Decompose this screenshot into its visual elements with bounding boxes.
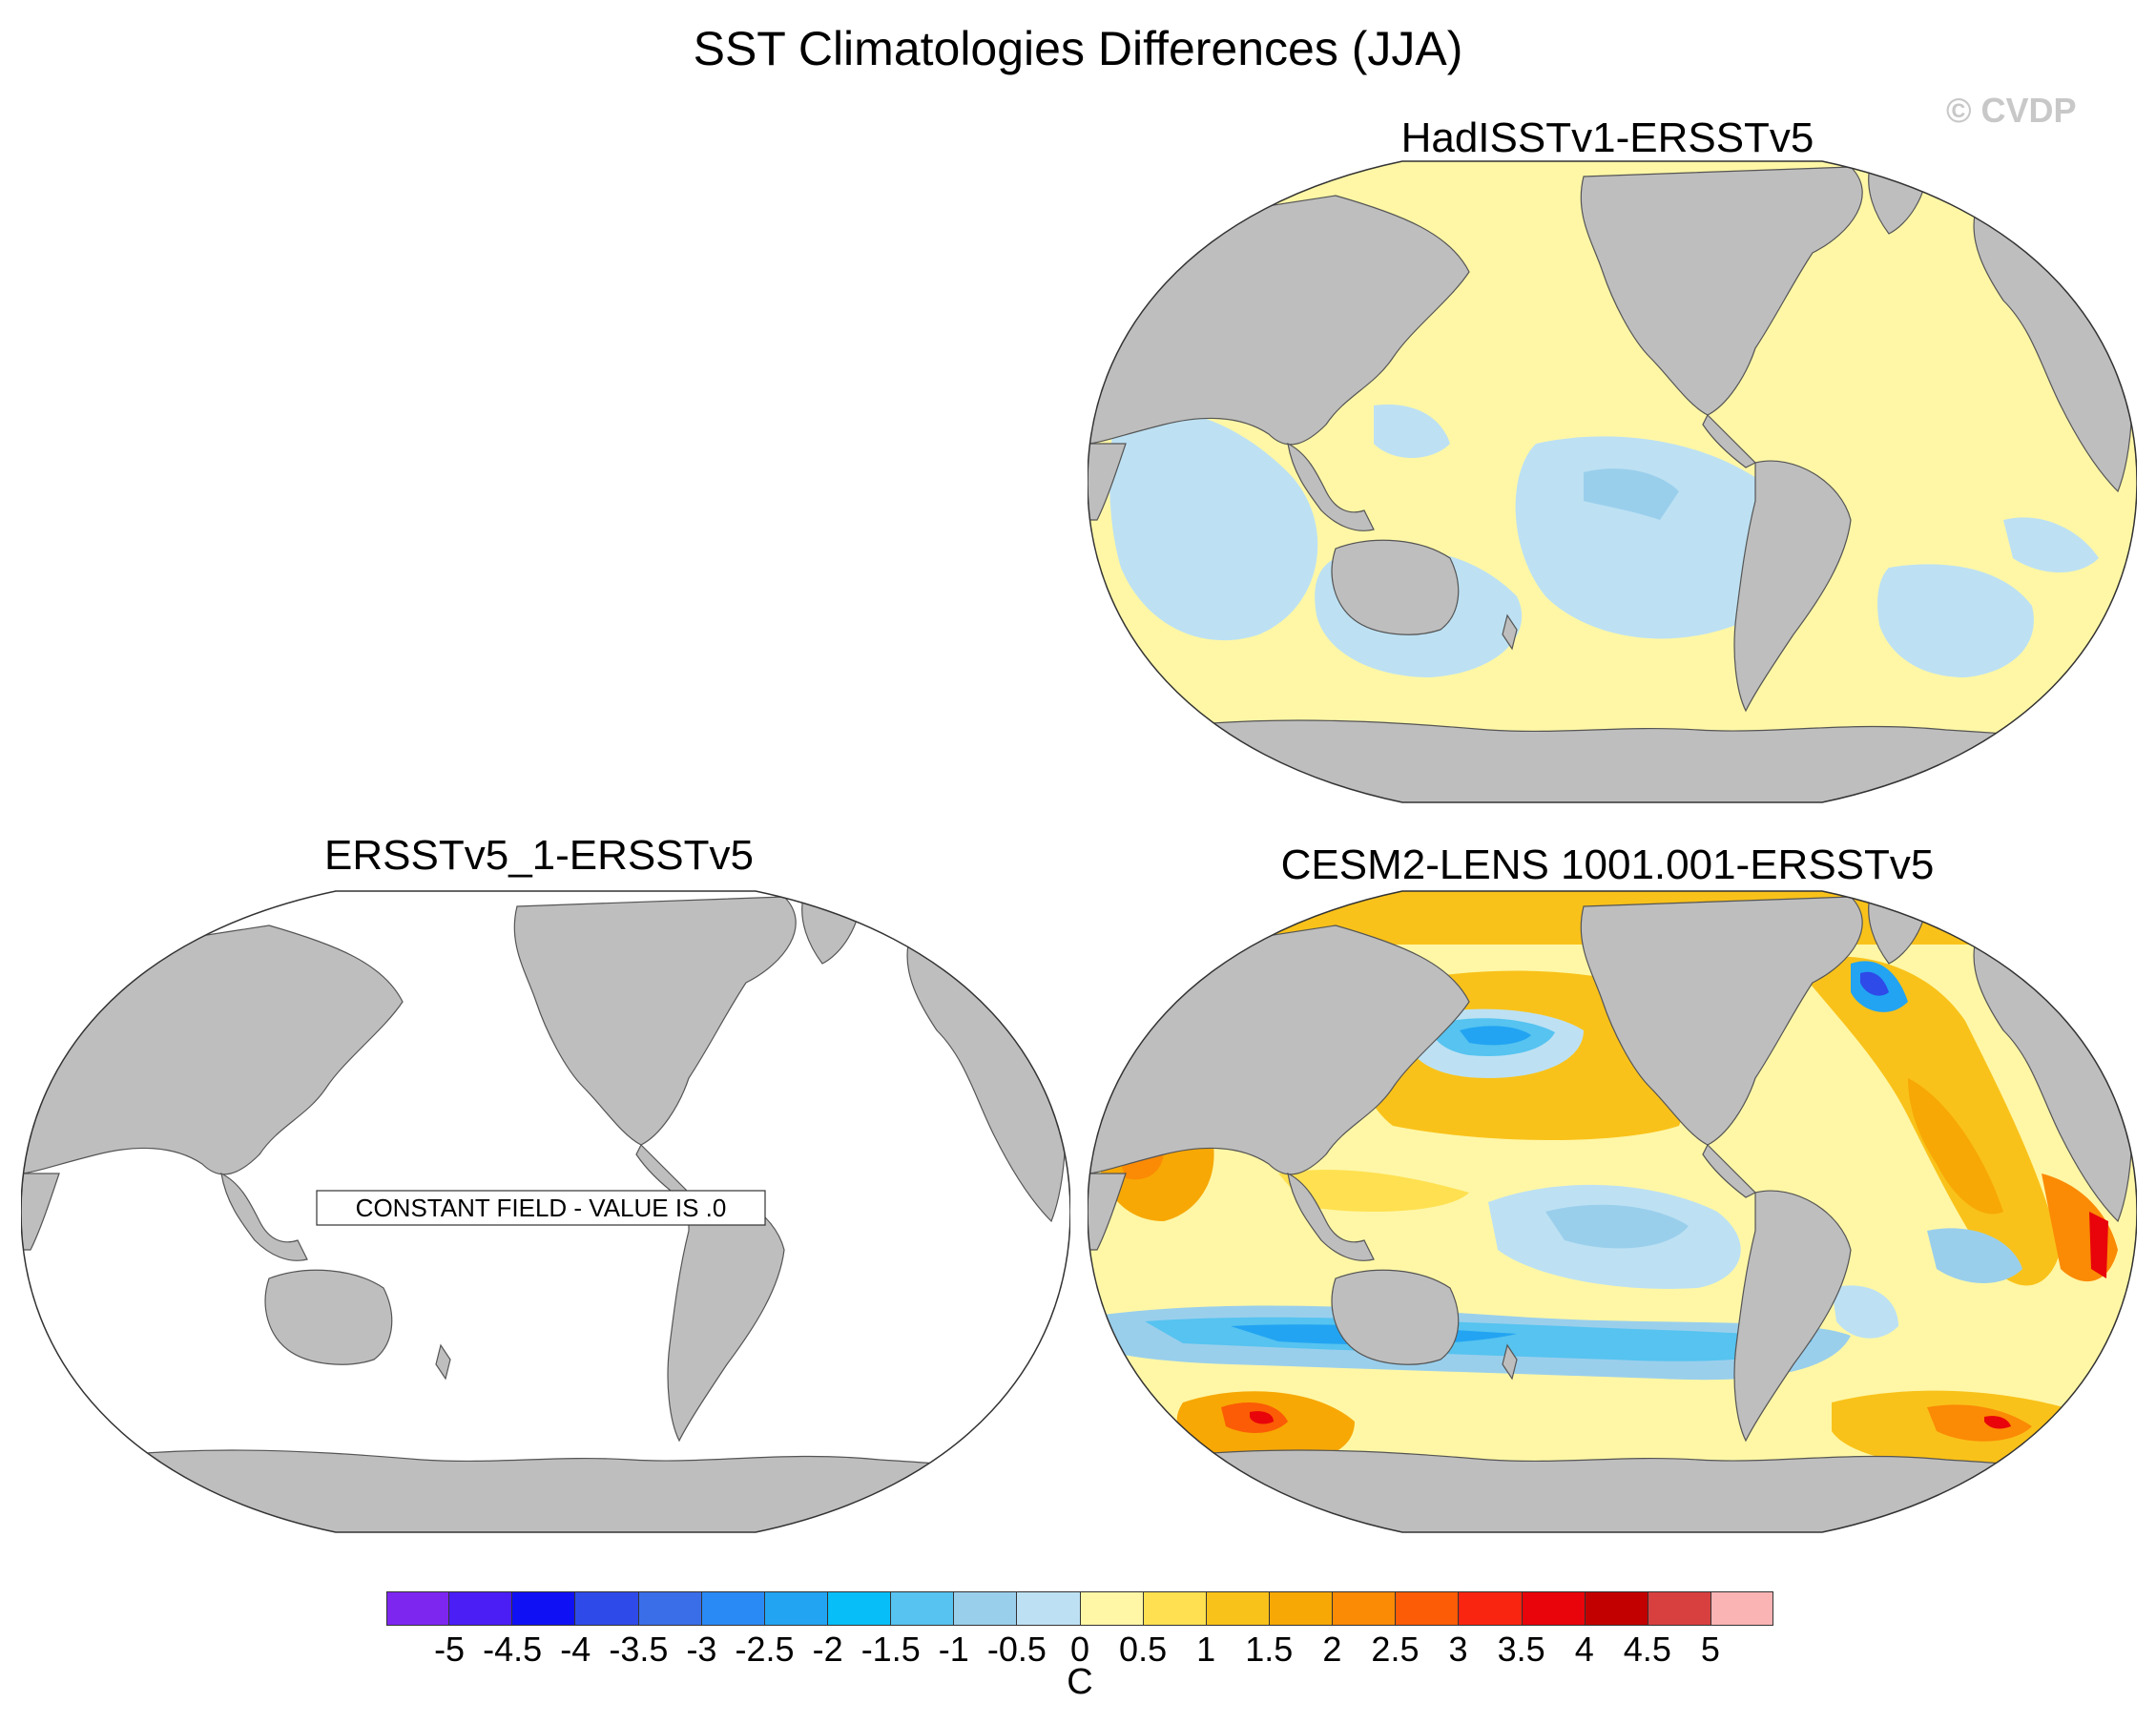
colorbar-swatch <box>512 1591 576 1626</box>
constant-field-annotation: CONSTANT FIELD - VALUE IS .0 <box>316 1190 766 1226</box>
colorbar-tick-label: -1 <box>938 1630 969 1669</box>
colorbar-swatch <box>1269 1591 1334 1626</box>
colorbar-tick-label: 4 <box>1574 1630 1594 1669</box>
map-hadisst-minus-ersst <box>1088 160 2137 803</box>
colorbar-tick-label: 3.5 <box>1497 1630 1545 1669</box>
map-ersst1-minus-ersst: CONSTANT FIELD - VALUE IS .0 <box>21 890 1070 1533</box>
colorbar-tick-label: -3 <box>686 1630 717 1669</box>
colorbar-swatch <box>638 1591 702 1626</box>
colorbar-tick-label: 0.5 <box>1119 1630 1168 1669</box>
map-cesm2-minus-ersst <box>1088 890 2137 1533</box>
colorbar-tick-label: -5 <box>434 1630 466 1669</box>
panel-title-bottom-right: CESM2-LENS 1001.001-ERSSTv5 <box>1280 841 1935 888</box>
colorbar-tick-label: -4.5 <box>483 1630 543 1669</box>
colorbar-tick-label: 0 <box>1069 1630 1090 1669</box>
panel-title-top-right: HadISSTv1-ERSSTv5 <box>1400 114 1814 161</box>
panel-title-bottom-left: ERSSTv5_1-ERSSTv5 <box>324 832 754 879</box>
colorbar-swatch <box>1143 1591 1207 1626</box>
colorbar-swatch <box>1017 1591 1081 1626</box>
colorbar-swatch <box>701 1591 765 1626</box>
colorbar-swatch <box>1206 1591 1270 1626</box>
colorbar-tick-label: 1.5 <box>1245 1630 1294 1669</box>
colorbar-tick-label: -0.5 <box>986 1630 1047 1669</box>
land-masses <box>21 896 1070 1532</box>
colorbar-tick-label: -2 <box>812 1630 843 1669</box>
colorbar-tick-label: 2.5 <box>1371 1630 1420 1669</box>
colorbar-swatch <box>1333 1591 1397 1626</box>
copyright-label: © CVDP <box>1946 91 2077 130</box>
colorbar-swatch <box>1459 1591 1523 1626</box>
colorbar <box>386 1591 1774 1626</box>
colorbar-unit-label: C <box>1067 1662 1093 1702</box>
figure-title: SST Climatologies Differences (JJA) <box>693 22 1463 75</box>
colorbar-tick-label: -1.5 <box>860 1630 921 1669</box>
colorbar-swatch <box>1522 1591 1586 1626</box>
colorbar-tick-label: 1 <box>1196 1630 1216 1669</box>
colorbar-tick-label: 4.5 <box>1623 1630 1671 1669</box>
colorbar-tick-label: 2 <box>1322 1630 1342 1669</box>
colorbar-swatch <box>764 1591 828 1626</box>
colorbar-tick-label: -3.5 <box>609 1630 669 1669</box>
colorbar-swatch <box>954 1591 1018 1626</box>
colorbar-swatch <box>575 1591 639 1626</box>
colorbar-tick-label: -4 <box>560 1630 591 1669</box>
colorbar-swatch <box>1080 1591 1144 1626</box>
colorbar-swatch <box>1710 1591 1774 1626</box>
colorbar-tick-label: 3 <box>1448 1630 1468 1669</box>
colorbar-tick-label: -2.5 <box>735 1630 795 1669</box>
colorbar-swatch <box>1585 1591 1648 1626</box>
colorbar-swatch <box>1648 1591 1711 1626</box>
constant-field-label: CONSTANT FIELD - VALUE IS .0 <box>356 1194 727 1222</box>
colorbar-swatch <box>386 1591 450 1626</box>
colorbar-tick-label: 5 <box>1700 1630 1720 1669</box>
colorbar-swatch <box>827 1591 892 1626</box>
colorbar-swatch <box>891 1591 955 1626</box>
colorbar-swatch <box>449 1591 513 1626</box>
colorbar-swatch <box>1396 1591 1460 1626</box>
negative-anomaly-regions <box>1109 180 2099 677</box>
